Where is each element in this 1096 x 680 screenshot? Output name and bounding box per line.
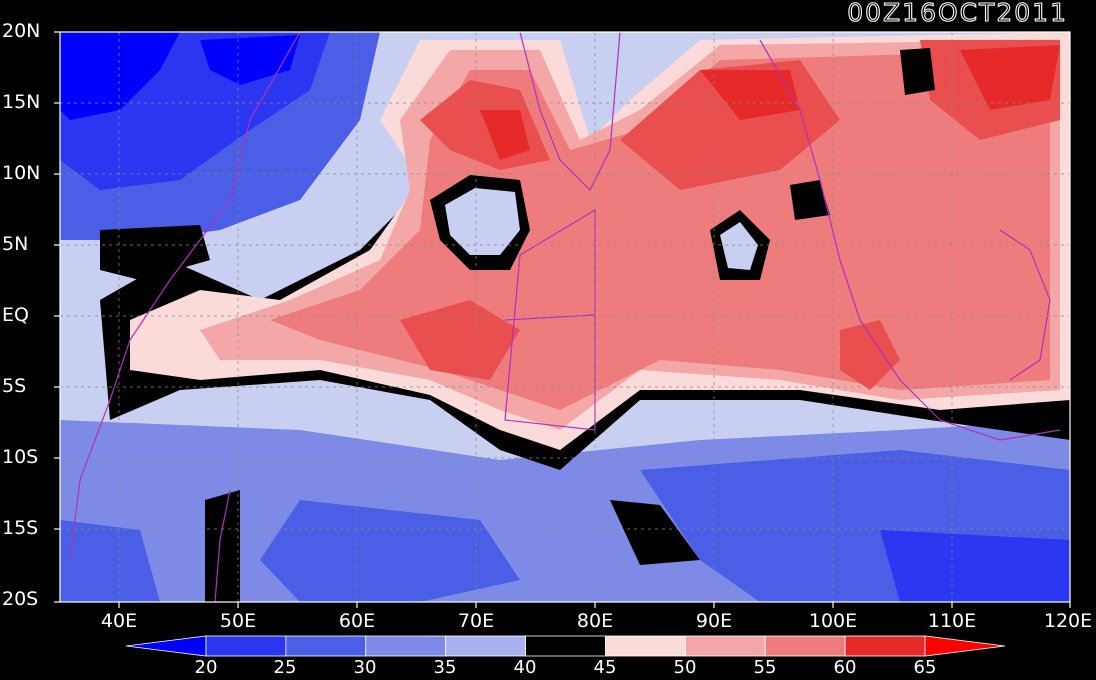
lon-label: 90E bbox=[695, 610, 733, 632]
colorbar-swatch bbox=[844, 635, 926, 657]
colorbar-swatch bbox=[684, 635, 766, 657]
colorbar-label: 45 bbox=[593, 657, 617, 678]
colorbar-label: 40 bbox=[513, 657, 537, 678]
colorbar-arrow-low bbox=[125, 635, 207, 657]
colorbar-label: 35 bbox=[433, 657, 457, 678]
lon-label: 80E bbox=[576, 610, 614, 632]
coastline bbox=[69, 32, 1061, 602]
colorbar-arrow-high bbox=[924, 635, 1006, 657]
colorbar-label: 25 bbox=[273, 657, 297, 678]
analysis-box bbox=[504, 208, 596, 431]
colorbar-swatch bbox=[205, 635, 287, 657]
colorbar-label: 65 bbox=[913, 657, 937, 678]
colorbar-label: 30 bbox=[353, 657, 377, 678]
lat-label: 10S bbox=[2, 446, 39, 468]
colorbar-label: 55 bbox=[753, 657, 777, 678]
lat-label: 15N bbox=[2, 91, 41, 113]
lat-label: EQ bbox=[2, 304, 29, 326]
colorbar-swatch bbox=[525, 635, 606, 657]
grid bbox=[60, 32, 1070, 602]
contour-field bbox=[60, 32, 1070, 602]
lat-label: 20S bbox=[2, 588, 39, 610]
colorbar-label: 20 bbox=[194, 657, 218, 678]
map-title: 00Z16OCT2011 bbox=[847, 0, 1068, 28]
colorbar bbox=[125, 635, 1006, 657]
lat-label: 5S bbox=[2, 375, 27, 397]
colorbar-label: 50 bbox=[673, 657, 697, 678]
colorbar-swatch bbox=[605, 635, 686, 657]
lat-label: 5N bbox=[2, 233, 29, 255]
colorbar-swatch bbox=[285, 635, 367, 657]
lat-label: 10N bbox=[2, 162, 41, 184]
colorbar-swatch bbox=[365, 635, 447, 657]
lon-label: 120E bbox=[1043, 610, 1093, 632]
lat-label: 15S bbox=[2, 517, 39, 539]
lon-label: 110E bbox=[927, 610, 977, 632]
lat-label: 20N bbox=[2, 20, 41, 42]
lon-label: 40E bbox=[100, 610, 138, 632]
lon-label: 50E bbox=[219, 610, 257, 632]
lon-label: 70E bbox=[457, 610, 495, 632]
lon-label: 60E bbox=[338, 610, 376, 632]
lon-label: 100E bbox=[808, 610, 858, 632]
colorbar-swatch bbox=[764, 635, 846, 657]
map-frame bbox=[59, 31, 1071, 603]
colorbar-swatch bbox=[445, 635, 526, 657]
colorbar-label: 60 bbox=[833, 657, 857, 678]
